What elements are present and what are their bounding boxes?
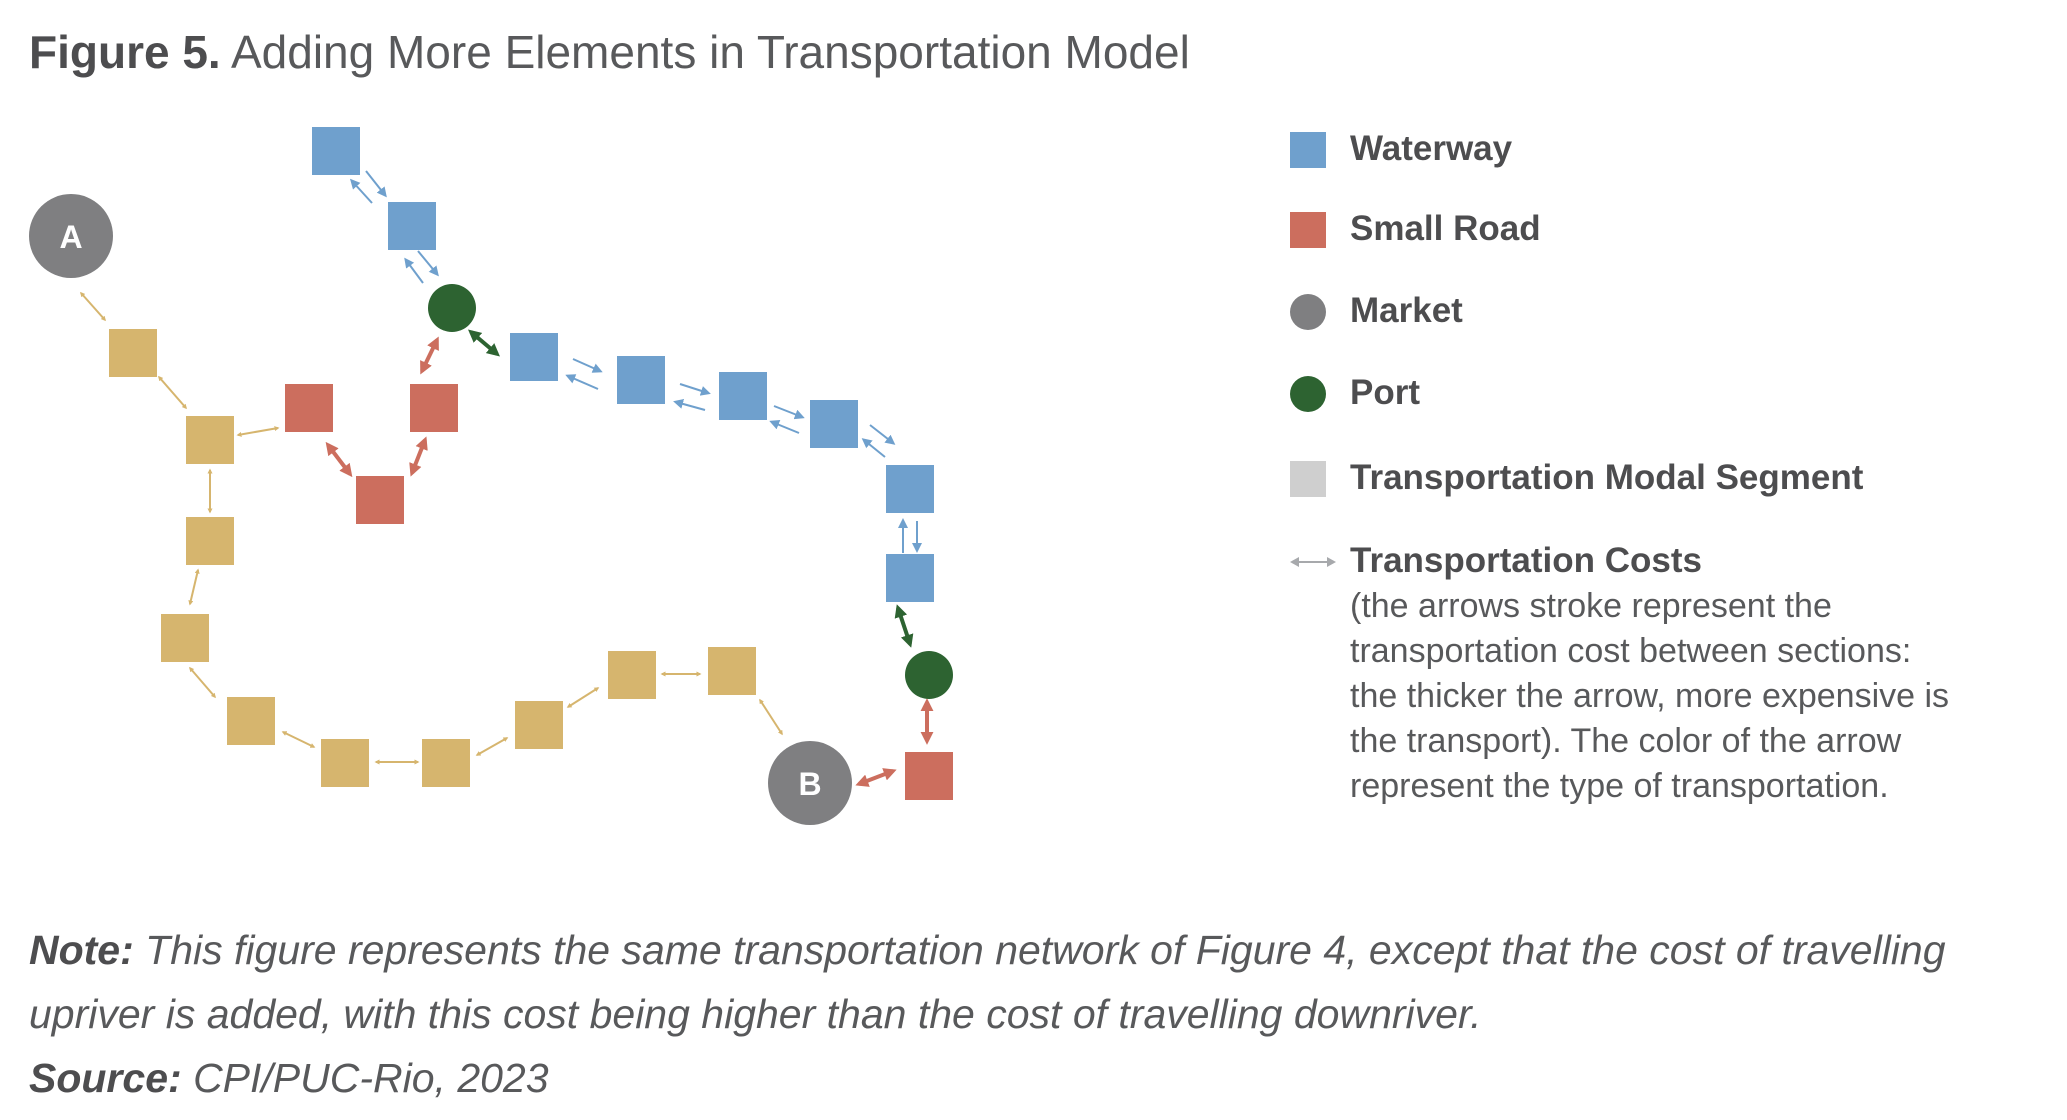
- segment-square: [515, 701, 563, 749]
- cost-arrow-waterway: [565, 374, 599, 390]
- cost-arrow-waterway: [365, 170, 387, 198]
- port-circle: [428, 284, 476, 332]
- small-road-swatch: [1290, 212, 1326, 248]
- market-b-label: B: [798, 766, 821, 802]
- cost-arrow-segment: [189, 666, 216, 699]
- note-text: This figure represents the same transpor…: [29, 927, 1946, 1037]
- cost-arrow-waterway: [572, 358, 603, 373]
- cost-arrow-small-road: [409, 436, 428, 477]
- cost-arrow-waterway: [417, 250, 439, 277]
- legend-label-port: Port: [1350, 373, 1420, 412]
- cost-arrow-small-road: [855, 768, 897, 787]
- cost-arrow-segment: [236, 426, 280, 437]
- figure-caption: Adding More Elements in Transportation M…: [230, 26, 1190, 78]
- legend-label-market: Market: [1350, 291, 1463, 330]
- cost-arrow-small-road: [420, 336, 439, 375]
- waterway-square: [810, 400, 858, 448]
- small-road-square: [285, 384, 333, 432]
- note-paragraph: Note: This figure represents the same tr…: [29, 918, 2059, 1046]
- cost-arrow-waterway: [349, 178, 373, 204]
- legend-label-waterway: Waterway: [1350, 129, 1513, 168]
- cost-arrow-waterway: [769, 420, 800, 434]
- waterway-square: [510, 333, 558, 381]
- cost-arrow-segment: [566, 687, 600, 708]
- market-swatch: [1290, 294, 1326, 330]
- cost-arrow-port: [468, 329, 500, 357]
- segment-square: [708, 647, 756, 695]
- segment-square: [227, 697, 275, 745]
- waterway-square: [886, 554, 934, 602]
- small-road-square: [356, 476, 404, 524]
- market-a-label: A: [59, 219, 82, 255]
- note-label: Note:: [29, 927, 134, 973]
- waterway-square: [312, 127, 360, 175]
- legend-costs-description: (the arrows stroke represent the transpo…: [1350, 587, 1950, 805]
- segment-square: [422, 739, 470, 787]
- market-a-circle: [29, 194, 113, 278]
- legend-label-costs: Transportation Costs: [1350, 541, 1702, 580]
- source-label: Source:: [29, 1055, 182, 1101]
- cost-arrow-port: [894, 604, 914, 648]
- market-b-circle: [768, 741, 852, 825]
- cost-arrow-waterway: [679, 383, 711, 396]
- cost-arrow-segment: [759, 698, 783, 736]
- segment-square: [186, 517, 234, 565]
- figure-title: Figure 5. Adding More Elements in Transp…: [29, 22, 1190, 82]
- waterway-square: [388, 202, 436, 250]
- legend-label-modal-segment: Transportation Modal Segment: [1350, 458, 1864, 497]
- cost-arrow-segment: [281, 731, 316, 748]
- cost-arrow-segment: [188, 568, 200, 606]
- segment-square: [608, 651, 656, 699]
- waterway-square: [617, 356, 665, 404]
- small-road-square: [905, 752, 953, 800]
- cost-arrow-segment: [475, 737, 509, 756]
- cost-arrow-waterway: [869, 424, 896, 445]
- port-circle: [905, 651, 953, 699]
- port-swatch: [1290, 376, 1326, 412]
- cost-arrow-waterway: [404, 257, 424, 284]
- segment-square: [321, 739, 369, 787]
- cost-arrow-small-road: [325, 441, 353, 478]
- waterway-square: [886, 465, 934, 513]
- source-text: CPI/PUC-Rio, 2023: [193, 1055, 549, 1101]
- cost-arrow-icon: [1290, 557, 1336, 567]
- source-line: Source: CPI/PUC-Rio, 2023: [29, 1046, 2059, 1110]
- cost-arrow-segment: [158, 375, 187, 410]
- cost-arrow-segment: [80, 291, 106, 322]
- segment-square: [161, 614, 209, 662]
- note-block: Note: This figure represents the same tr…: [29, 918, 2059, 1110]
- cost-arrow-waterway: [773, 405, 805, 420]
- cost-arrow-waterway: [673, 399, 706, 411]
- figure-number: Figure 5.: [29, 26, 221, 78]
- segment-square: [186, 416, 234, 464]
- modal-segment-swatch: [1290, 461, 1326, 497]
- legend-label-small-road: Small Road: [1350, 209, 1541, 248]
- cost-arrow-waterway: [861, 438, 886, 458]
- waterway-swatch: [1290, 132, 1326, 168]
- segment-square: [109, 329, 157, 377]
- transport-network-diagram: A B: [29, 127, 953, 825]
- waterway-square: [719, 372, 767, 420]
- small-road-square: [410, 384, 458, 432]
